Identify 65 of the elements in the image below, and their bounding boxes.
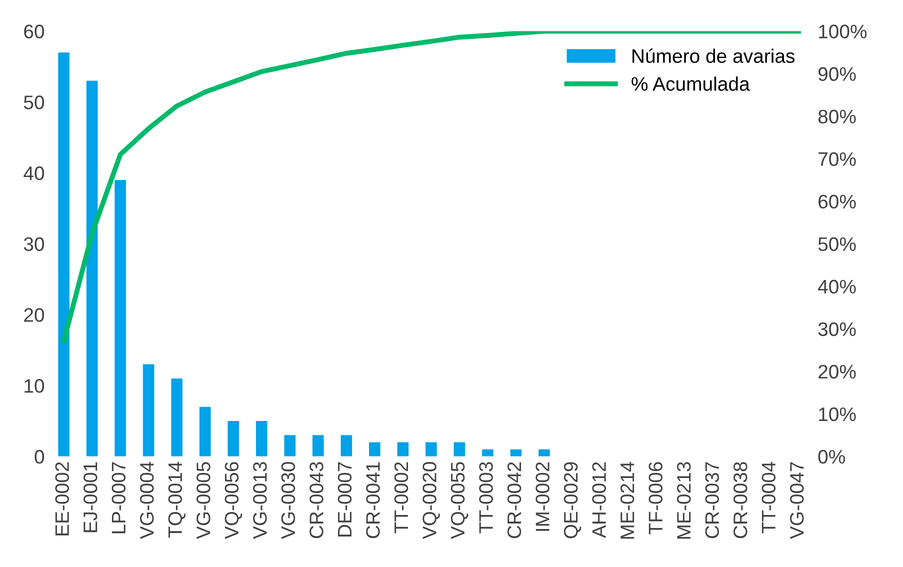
bar	[426, 442, 437, 456]
x-tick-label: VG-0004	[140, 462, 154, 540]
bar	[114, 180, 126, 456]
y2-tick-label: 10%	[819, 407, 856, 422]
x-tick-label: CR-0038	[734, 462, 748, 538]
x-tick-label: CR-0037	[705, 462, 720, 538]
y-tick-label: 40	[24, 166, 44, 180]
y-tick-label: 10	[24, 379, 44, 393]
bar	[397, 442, 409, 456]
x-tick-label: TF-0006	[648, 462, 662, 534]
x-tick-label: VQ-0056	[224, 462, 242, 540]
x-tick-label: VG-0005	[196, 462, 210, 540]
x-tick-label: LP-0007	[112, 462, 126, 534]
bar	[284, 435, 296, 456]
bar	[58, 52, 70, 456]
x-tick-label: AH-0012	[592, 462, 606, 538]
y-tick-label: 50	[24, 96, 44, 110]
x-tick-label: EJ-0001	[84, 462, 98, 532]
x-tick-label: QE-0029	[564, 462, 582, 538]
x-tick-label: ME-0214	[620, 462, 634, 539]
y2-tick-label: 60%	[818, 194, 856, 209]
x-tick-label: CR-0042	[507, 462, 522, 538]
x-tick-label: TT-0003	[479, 462, 493, 534]
x-tick-label: CR-0041	[366, 462, 380, 538]
y2-tick-label: 0%	[818, 450, 845, 464]
bar	[312, 435, 324, 456]
bar	[538, 449, 550, 456]
bar	[171, 378, 182, 456]
bar	[86, 80, 98, 456]
y2-tick-label: 70%	[818, 152, 856, 166]
x-tick-label: IM-0002	[536, 462, 550, 531]
x-tick-label: TT-0004	[762, 462, 776, 534]
bar	[340, 435, 352, 456]
legend-label: Número de avarias	[632, 48, 795, 63]
y2-tick-label: 40%	[818, 280, 856, 294]
x-tick-label: VQ-0020	[422, 462, 440, 540]
x-tick-label: TQ-0014	[168, 462, 186, 538]
y2-tick-label: 90%	[818, 67, 856, 81]
x-tick-label: TT-0002	[394, 462, 408, 534]
bar	[199, 406, 211, 456]
bar	[482, 449, 494, 456]
legend-label: % Acumulada	[632, 76, 750, 91]
x-tick-label: VG-0030	[281, 462, 296, 540]
bar	[369, 442, 380, 456]
y2-tick-label: 50%	[818, 237, 856, 252]
x-tick-label: VG-0047	[790, 462, 804, 540]
bar	[228, 421, 240, 456]
x-tick-label: VQ-0055	[450, 462, 468, 540]
y2-tick-label: 20%	[818, 364, 856, 379]
y2-tick-label: 30%	[818, 322, 856, 336]
line-series	[61, 31, 801, 344]
y-tick-label: 20	[24, 308, 44, 322]
x-tick-label: DE-0007	[338, 462, 352, 536]
x-tick-label: CR-0043	[310, 462, 324, 538]
x-tick-label: ME-0213	[676, 462, 691, 539]
y2-tick-label: 100%	[819, 24, 867, 38]
bar	[256, 421, 268, 456]
x-tick-label: EE-0002	[55, 462, 70, 536]
y2-tick-label: 80%	[818, 110, 856, 124]
y-tick-label: 0	[34, 450, 44, 464]
bar	[142, 364, 154, 456]
bar	[454, 442, 466, 456]
x-tick-label: VG-0013	[253, 462, 267, 540]
y-tick-label: 30	[24, 237, 44, 252]
y-tick-label: 60	[24, 24, 44, 38]
